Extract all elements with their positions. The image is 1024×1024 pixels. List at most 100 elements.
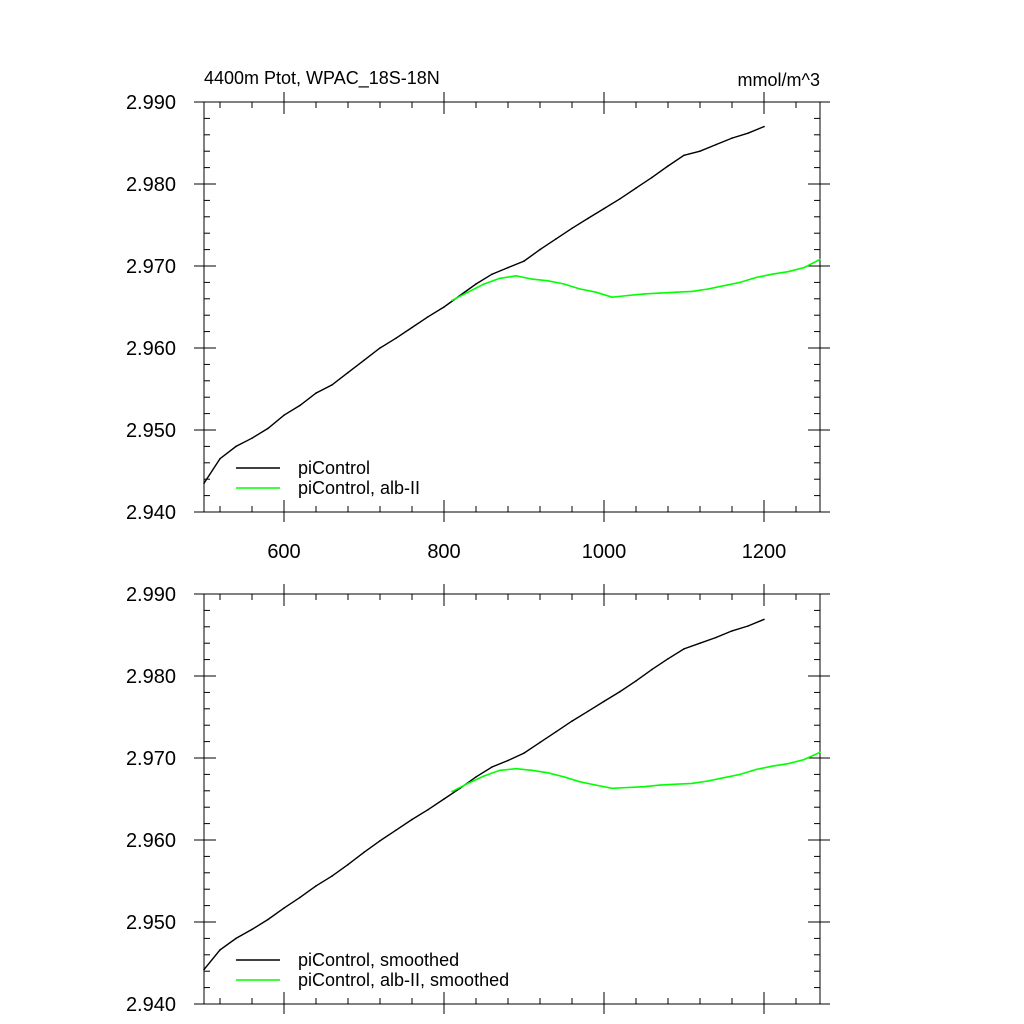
data-point [235, 937, 237, 940]
data-point [747, 132, 749, 134]
data-point [451, 299, 453, 302]
series-line-2 [451, 751, 821, 793]
data-point [467, 291, 469, 294]
data-point [579, 288, 581, 290]
data-point [595, 291, 597, 294]
data-point [651, 176, 653, 179]
y-tick-label: 2.940 [126, 502, 176, 524]
data-point [803, 758, 805, 761]
data-point [763, 618, 765, 621]
data-point [731, 630, 733, 632]
data-point [203, 968, 205, 971]
data-point [475, 776, 477, 778]
data-point [659, 784, 661, 786]
data-point [251, 928, 253, 931]
data-point [507, 266, 509, 269]
data-point [571, 720, 573, 722]
bottom-panel: 2.940 2.950 2.960 2.970 2.980 2.990 piControl,… [126, 584, 830, 1016]
data-point [219, 949, 221, 951]
y-tick-label: 2.960 [126, 338, 176, 360]
data-point [587, 217, 589, 220]
data-point [563, 283, 565, 285]
data-point [427, 316, 429, 318]
series-line-1 [203, 618, 765, 971]
data-point [683, 154, 685, 157]
x-tick-label: 1200 [742, 541, 787, 563]
y-tick-label: 2.970 [126, 748, 176, 770]
data-point [451, 790, 453, 793]
data-point [203, 482, 205, 485]
data-point [283, 414, 285, 417]
data-point [715, 636, 717, 639]
data-point [363, 359, 365, 362]
data-point [643, 785, 645, 788]
data-point [499, 769, 501, 772]
legend-label: piControl [298, 458, 370, 478]
x-tick-label: 1000 [582, 541, 627, 563]
data-point [515, 767, 517, 770]
data-point [547, 772, 549, 774]
data-point [267, 427, 269, 430]
y-tick-label: 2.940 [126, 994, 176, 1016]
data-point [475, 283, 477, 285]
data-point [363, 851, 365, 854]
data-point [619, 198, 621, 200]
data-point [331, 875, 333, 877]
data-point [699, 150, 701, 152]
data-point [331, 384, 333, 386]
data-point [603, 700, 605, 703]
data-point [427, 808, 429, 811]
y-tick-label: 2.950 [126, 912, 176, 934]
data-point [667, 658, 669, 660]
data-point [715, 143, 717, 146]
data-point [819, 751, 821, 754]
data-point [315, 885, 317, 887]
data-point [251, 437, 253, 440]
data-point [483, 775, 485, 777]
data-point [675, 291, 677, 294]
data-point [523, 260, 525, 262]
data-point [747, 625, 749, 627]
series-line-1 [203, 125, 765, 484]
data-point [379, 347, 381, 349]
chart-title: 4400m Ptot, WPAC_18S-18N [204, 68, 440, 89]
series-line-2 [451, 258, 821, 302]
data-point [587, 710, 589, 713]
units-label: mmol/m^3 [738, 70, 820, 90]
data-point [443, 798, 445, 800]
y-tick-label: 2.970 [126, 256, 176, 278]
data-point [443, 306, 445, 308]
data-point [491, 766, 493, 768]
data-point [547, 280, 549, 282]
plot-frame [203, 101, 821, 513]
plot-frame [203, 593, 821, 1005]
data-point [539, 741, 541, 744]
top-panel: 600 800 1000 1200 2.940 2.950 2.960 2.970 2.980 2… [126, 92, 830, 563]
data-point [675, 783, 677, 785]
data-point [395, 337, 397, 340]
data-point [707, 780, 709, 782]
y-tick-label: 2.950 [126, 420, 176, 442]
data-point [555, 731, 557, 733]
data-point [683, 648, 685, 650]
data-point [507, 759, 509, 762]
data-point [739, 773, 741, 776]
data-point [539, 248, 541, 251]
data-point [771, 765, 773, 767]
data-point [283, 907, 285, 909]
data-point [579, 781, 581, 783]
data-point [763, 125, 765, 128]
data-point [611, 296, 613, 299]
data-point [619, 690, 621, 693]
data-point [347, 371, 349, 374]
data-point [755, 276, 757, 279]
data-point [219, 457, 221, 460]
data-point [563, 776, 565, 778]
data-point [395, 829, 397, 831]
data-point [739, 281, 741, 284]
data-point [635, 187, 637, 189]
data-point [627, 294, 629, 297]
data-point [347, 863, 349, 866]
data-point [819, 258, 821, 261]
data-point [411, 818, 413, 821]
